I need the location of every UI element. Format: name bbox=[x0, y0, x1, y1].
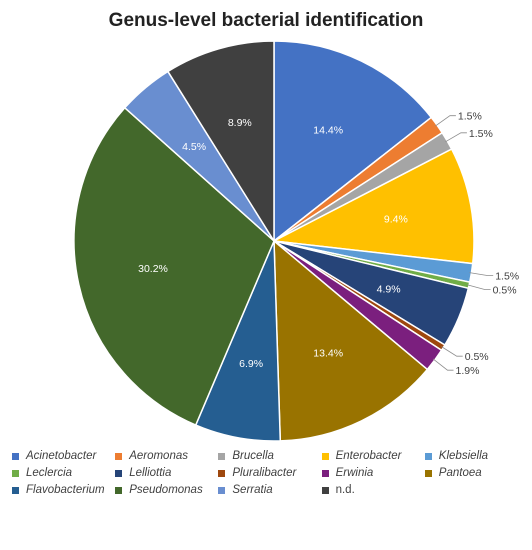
slice-label-leclercia: 0.5% bbox=[493, 285, 517, 297]
legend-item-n-d: n.d. bbox=[321, 484, 425, 496]
chart-title: Genus-level bacterial identification bbox=[109, 10, 424, 31]
legend-swatch bbox=[115, 452, 123, 460]
legend-label: Lelliottia bbox=[129, 467, 172, 479]
pie-slice-pseudomonas bbox=[73, 106, 275, 427]
legend-swatch bbox=[218, 486, 226, 494]
legend-swatch bbox=[218, 452, 226, 460]
legend-swatch bbox=[12, 469, 19, 477]
legend-swatch bbox=[321, 486, 329, 494]
leader-line-brucella bbox=[445, 132, 467, 143]
legend-swatch bbox=[424, 469, 432, 477]
legend-item-pseudomonas: Pseudomonas bbox=[115, 484, 218, 496]
legend-label: Pantoea bbox=[438, 467, 482, 479]
slice-label-pseudomonas: 30.2% bbox=[138, 263, 168, 275]
legend-label: Leclercia bbox=[26, 467, 73, 479]
legend-item-flavobacterium: Flavobacterium bbox=[12, 484, 115, 496]
legend-label: Pseudomonas bbox=[129, 484, 203, 496]
legend-label: Acinetobacter bbox=[26, 450, 97, 462]
pie-slice-acinetobacter bbox=[273, 40, 433, 243]
legend-item-brucella: Brucella bbox=[218, 450, 321, 462]
legend-swatch bbox=[424, 452, 432, 460]
legend-label: Enterobacter bbox=[335, 450, 402, 462]
legend-swatch bbox=[12, 452, 19, 460]
legend-label: Pluralibacter bbox=[232, 467, 297, 479]
pie-slice-enterobacter bbox=[271, 148, 475, 265]
legend-item-serratia: Serratia bbox=[218, 484, 321, 496]
legend-swatch bbox=[115, 469, 123, 477]
legend-swatch bbox=[321, 469, 329, 477]
slice-label-n-d: 8.9% bbox=[228, 117, 252, 129]
slice-label-aeromonas: 1.5% bbox=[458, 111, 482, 123]
legend-label: Klebsiella bbox=[438, 450, 489, 462]
leader-line-klebsiella bbox=[469, 272, 494, 276]
legend: Acinetobacter Aeromonas Brucella Enterobact… bbox=[12, 450, 528, 496]
leader-line-aeromonas bbox=[435, 115, 456, 127]
legend-item-leclercia: Leclercia bbox=[12, 467, 115, 479]
legend-label: Erwinia bbox=[335, 467, 374, 479]
legend-label: n.d. bbox=[335, 484, 355, 496]
leader-line-pluralibacter bbox=[441, 346, 463, 357]
leader-line-erwinia bbox=[432, 358, 454, 371]
legend-label: Flavobacterium bbox=[26, 484, 105, 496]
legend-item-pantoea: Pantoea bbox=[424, 467, 528, 479]
slice-label-klebsiella: 1.5% bbox=[495, 271, 519, 283]
slice-label-lelliottia: 4.9% bbox=[377, 284, 401, 296]
legend-item-lelliottia: Lelliottia bbox=[115, 467, 218, 479]
slice-label-serratia: 4.5% bbox=[182, 141, 206, 153]
legend-item-aeromonas: Aeromonas bbox=[115, 450, 218, 462]
pie-slices bbox=[73, 40, 475, 442]
legend-swatch bbox=[12, 486, 19, 494]
slice-label-pantoea: 13.4% bbox=[313, 348, 343, 360]
slice-label-acinetobacter: 14.4% bbox=[313, 125, 343, 137]
slice-labels: 14.4% 9.4% 4.9% 13.4% 6.9% 30.2% 4.5% 8.9% 1.5% 1… bbox=[138, 111, 519, 378]
legend-swatch bbox=[321, 452, 329, 460]
legend-item-acinetobacter: Acinetobacter bbox=[12, 450, 115, 462]
slice-label-brucella: 1.5% bbox=[469, 128, 493, 140]
leader-lines bbox=[432, 115, 494, 371]
leader-line-leclercia bbox=[466, 284, 491, 290]
legend-swatch bbox=[115, 486, 123, 494]
legend-item-erwinia: Erwinia bbox=[321, 467, 425, 479]
legend-label: Aeromonas bbox=[129, 450, 188, 462]
legend-label: Brucella bbox=[232, 450, 274, 462]
pie-slice-n-d bbox=[166, 40, 275, 244]
slice-label-pluralibacter: 0.5% bbox=[465, 351, 489, 363]
pie-slice-pantoea bbox=[273, 239, 429, 442]
slice-label-flavobacterium: 6.9% bbox=[239, 358, 263, 370]
slice-label-erwinia: 1.9% bbox=[456, 365, 480, 377]
slice-label-enterobacter: 9.4% bbox=[384, 214, 408, 226]
legend-label: Serratia bbox=[232, 484, 273, 496]
legend-item-klebsiella: Klebsiella bbox=[424, 450, 528, 462]
legend-item-pluralibacter: Pluralibacter bbox=[218, 467, 321, 479]
legend-swatch bbox=[218, 469, 226, 477]
legend-item-enterobacter: Enterobacter bbox=[321, 450, 425, 462]
